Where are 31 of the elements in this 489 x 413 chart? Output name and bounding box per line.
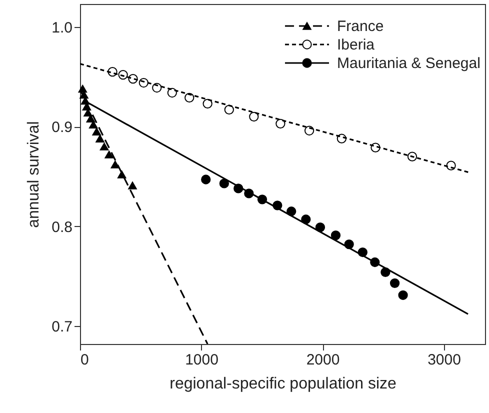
y-tick-label: 0.9 bbox=[52, 119, 72, 136]
point bbox=[96, 134, 104, 142]
x-tick-label: 3000 bbox=[428, 352, 461, 368]
point bbox=[249, 112, 259, 122]
point bbox=[330, 230, 341, 240]
x-axis-title: regional-specific population size bbox=[170, 376, 396, 392]
point bbox=[202, 98, 212, 109]
x-tick-label: 0 bbox=[80, 352, 89, 368]
point bbox=[117, 170, 126, 178]
legend-label: France bbox=[337, 18, 384, 35]
point bbox=[201, 174, 211, 184]
point bbox=[184, 92, 194, 103]
y-axis-title: annual survival bbox=[26, 121, 43, 228]
point bbox=[398, 290, 408, 300]
point bbox=[224, 104, 234, 115]
y-tick-label: 1.0 bbox=[52, 19, 72, 36]
point bbox=[219, 178, 230, 188]
point bbox=[100, 142, 109, 150]
legend-label: Mauritania & Senegal bbox=[337, 55, 480, 72]
legend-label: Iberia bbox=[337, 36, 376, 54]
y-tick-label: 0.7 bbox=[52, 318, 72, 336]
y-tick-label: 0.8 bbox=[52, 218, 72, 236]
point bbox=[128, 182, 137, 190]
point bbox=[92, 128, 101, 136]
point bbox=[167, 88, 177, 98]
x-tick-label: 1000 bbox=[185, 352, 218, 368]
x-tick-label: 2000 bbox=[306, 352, 340, 368]
point bbox=[390, 278, 400, 288]
point bbox=[276, 118, 286, 128]
point bbox=[110, 160, 120, 168]
point bbox=[104, 150, 114, 158]
